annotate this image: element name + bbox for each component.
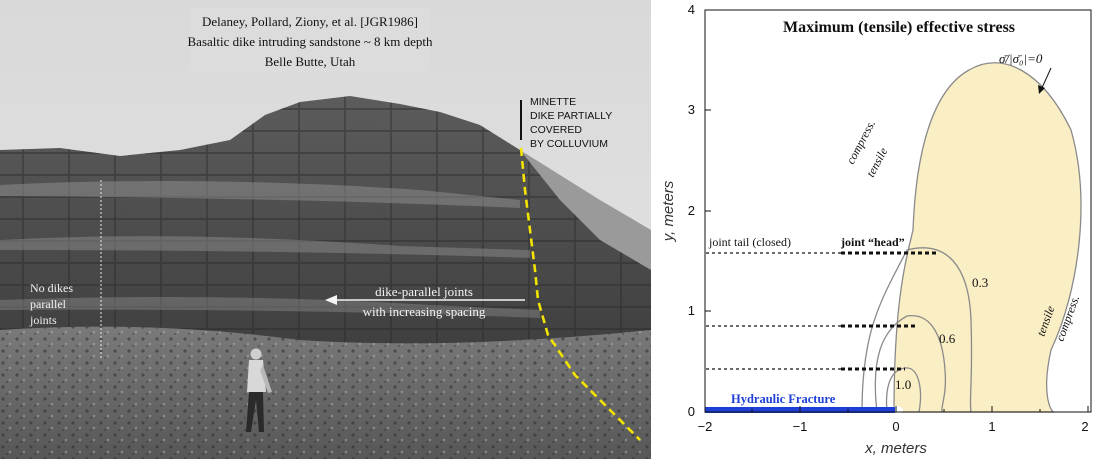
pointer-arrow-icon xyxy=(1038,85,1045,94)
contour-06-line xyxy=(874,315,947,413)
left-label-line-1: No dikes xyxy=(30,281,73,295)
stress-contour-plot: −2 −1 0 1 2 x, meters 0 1 2 3 4 y, meter… xyxy=(660,2,1092,457)
contour-label-03: 0.3 xyxy=(972,275,988,290)
contour-0-region xyxy=(893,62,1082,413)
x-tick-label: −2 xyxy=(698,419,713,434)
joint-lines xyxy=(706,251,936,371)
sign-text-line-1: MINETTE xyxy=(530,96,576,108)
dike-trace-line xyxy=(519,147,641,441)
y-tick-label: 0 xyxy=(688,404,695,419)
y-axis-label: y, meters xyxy=(660,180,677,242)
tensile-label-top: tensile xyxy=(863,145,890,180)
y-tick-label: 4 xyxy=(688,2,695,17)
photo-caption-line-1: Delaney, Pollard, Ziony, et al. [JGR1986… xyxy=(202,14,418,29)
photo-caption-line-3: Belle Butte, Utah xyxy=(265,54,356,69)
stress-contour-plot-panel: −2 −1 0 1 2 x, meters 0 1 2 3 4 y, meter… xyxy=(651,0,1093,459)
left-label-line-2: parallel xyxy=(30,297,67,311)
contour-label-10: 1.0 xyxy=(895,377,911,392)
left-label-line-3: joints xyxy=(29,313,57,327)
x-tick-label: 2 xyxy=(1081,419,1088,434)
x-axis-label: x, meters xyxy=(864,440,927,457)
y-tick-label: 1 xyxy=(688,303,695,318)
joint-tail-label: joint tail (closed) xyxy=(708,235,791,249)
sign-text-line-4: BY COLLUVIUM xyxy=(530,138,608,150)
arrow-head-icon xyxy=(325,295,337,305)
y-tick-label: 3 xyxy=(688,102,695,117)
sign-text-line-2: DIKE PARTIALLY xyxy=(530,110,612,122)
x-tick-label: −1 xyxy=(793,419,808,434)
contour-03-line xyxy=(861,247,973,413)
x-tick-label: 1 xyxy=(988,419,995,434)
arrow-label-line-2: with increasing spacing xyxy=(363,304,486,319)
x-axis xyxy=(704,406,1089,412)
hydraulic-fracture-label: Hydraulic Fracture xyxy=(731,392,836,406)
x-tick-label: 0 xyxy=(892,419,899,434)
zero-contour-pointer xyxy=(1040,67,1052,91)
outcrop-photo: Delaney, Pollard, Ziony, et al. [JGR1986… xyxy=(0,0,651,459)
arrow-label-line-1: dike-parallel joints xyxy=(375,284,473,299)
plot-title: Maximum (tensile) effective stress xyxy=(783,19,1015,36)
zero-contour-label: σ̄/|σ̄₀|=0 xyxy=(999,51,1043,66)
y-tick-label: 2 xyxy=(688,203,695,218)
joint-head-label: joint “head” xyxy=(840,235,905,249)
y-axis xyxy=(705,9,711,413)
contour-label-06: 0.6 xyxy=(939,331,956,346)
photo-caption-line-2: Basaltic dike intruding sandstone ~ 8 km… xyxy=(188,34,433,49)
outcrop-photo-panel: Delaney, Pollard, Ziony, et al. [JGR1986… xyxy=(0,0,651,459)
person-figure xyxy=(246,348,272,432)
sign-text-line-3: COVERED xyxy=(530,124,582,136)
